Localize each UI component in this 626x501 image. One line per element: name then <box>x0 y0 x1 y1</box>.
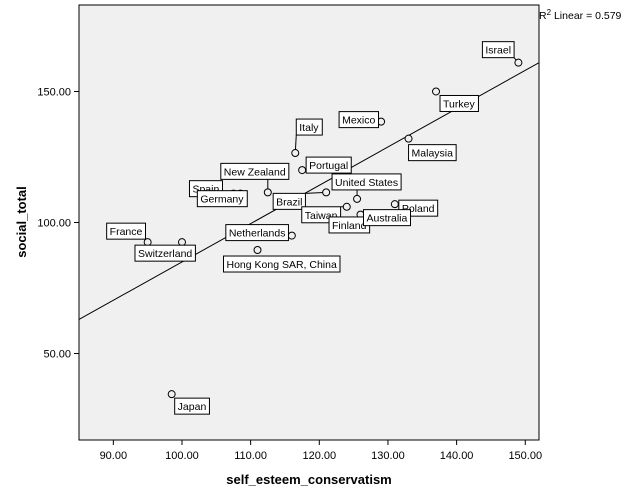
point-label: Hong Kong SAR, China <box>223 255 341 273</box>
y-tick-label: 50.00 <box>43 349 71 361</box>
point-label: United States <box>331 173 402 191</box>
point-label: France <box>106 222 146 240</box>
point-label: Germany <box>196 190 248 208</box>
point-label-text: Brazil <box>276 196 302 208</box>
point-label-box <box>134 244 196 262</box>
data-point <box>342 202 351 211</box>
x-tick-label: 120.00 <box>302 450 336 462</box>
point-label-text: New Zealand <box>224 166 286 178</box>
x-axis-title: self_esteem_conservatism <box>226 472 392 487</box>
point-label-box <box>305 156 352 174</box>
point-label-box <box>408 144 457 162</box>
point-label: Malaysia <box>408 144 457 162</box>
y-tick-label: 100.00 <box>37 218 71 230</box>
point-label-box <box>196 190 248 208</box>
point-label: Switzerland <box>134 244 196 262</box>
data-point <box>390 200 399 209</box>
data-point <box>291 149 300 158</box>
data-point <box>322 188 331 197</box>
point-label-box <box>272 192 306 210</box>
point-label-box <box>295 118 323 136</box>
point-label-text: Malaysia <box>412 148 454 160</box>
point-label-box <box>220 162 290 180</box>
point-label: Portugal <box>305 156 352 174</box>
data-point <box>353 194 362 203</box>
point-label-box <box>225 224 289 242</box>
point-label-text: Switzerland <box>138 248 192 260</box>
point-label: Mexico <box>338 111 380 129</box>
point-label-text: Portugal <box>309 160 348 172</box>
point-label-text: Japan <box>178 401 207 413</box>
x-tick-label: 130.00 <box>371 450 405 462</box>
data-point <box>298 166 307 175</box>
point-label-box <box>481 41 515 59</box>
x-tick-label: 100.00 <box>165 450 199 462</box>
point-label-text: United States <box>335 177 398 189</box>
point-label-text: France <box>110 226 143 238</box>
point-label: New Zealand <box>220 162 290 180</box>
point-label-box <box>362 209 412 227</box>
data-point <box>514 58 523 67</box>
x-tick-label: 110.00 <box>234 450 267 462</box>
data-point <box>432 87 441 96</box>
point-label-box <box>331 173 402 191</box>
point-label-text: Hong Kong SAR, China <box>227 259 337 271</box>
data-point <box>167 390 176 399</box>
data-point <box>404 134 413 143</box>
point-label: Israel <box>481 41 515 59</box>
point-label: Australia <box>362 209 412 227</box>
point-label: Netherlands <box>225 224 289 242</box>
x-tick-label: 90.00 <box>100 450 128 462</box>
point-label-box <box>174 397 210 415</box>
point-label-box <box>439 94 479 112</box>
point-label: Japan <box>174 397 210 415</box>
point-label: Italy <box>295 118 323 136</box>
y-axis-title: social_total <box>14 186 29 258</box>
data-point <box>253 246 262 255</box>
point-label-text: Israel <box>485 45 511 57</box>
point-label-text: Australia <box>366 213 407 225</box>
point-label-text: Germany <box>200 194 244 206</box>
point-label-text: Netherlands <box>229 228 286 240</box>
point-label-text: Turkey <box>443 98 475 110</box>
x-tick-label: 140.00 <box>440 450 474 462</box>
point-label: Turkey <box>439 94 479 112</box>
point-label-box <box>338 111 380 129</box>
point-label-text: Finland <box>332 220 367 232</box>
data-point <box>287 231 296 240</box>
point-label-text: Italy <box>299 122 319 134</box>
data-point <box>143 238 152 247</box>
r2-label: R2 Linear = 0.579 <box>539 8 622 22</box>
data-point <box>177 238 186 247</box>
data-point <box>263 188 272 197</box>
point-label-box <box>223 255 341 273</box>
point-label-box <box>106 222 146 240</box>
x-tick-label: 150.00 <box>508 450 542 462</box>
y-tick-label: 150.00 <box>37 86 71 98</box>
point-label-text: Mexico <box>342 115 375 127</box>
point-label: Brazil <box>272 192 306 210</box>
